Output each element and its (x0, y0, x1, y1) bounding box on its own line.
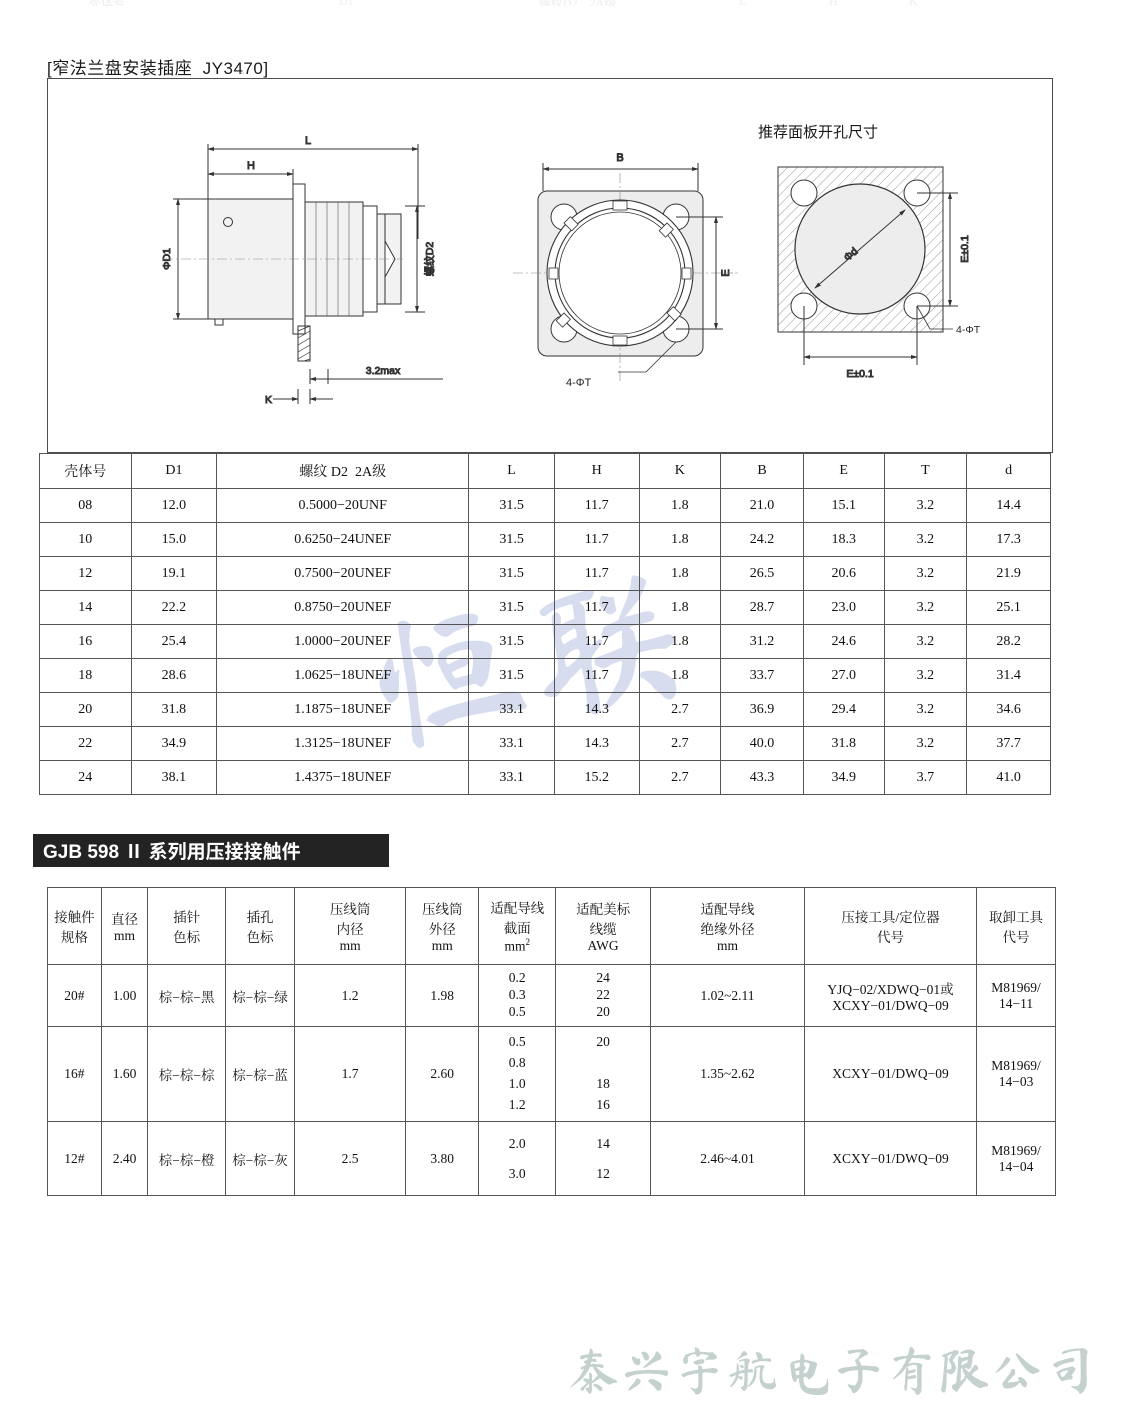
svg-text:3.2max: 3.2max (366, 365, 401, 377)
svg-text:E±0.1: E±0.1 (846, 368, 874, 380)
svg-text:H: H (247, 160, 255, 172)
svg-text:K: K (265, 394, 272, 404)
svg-text:B: B (616, 152, 623, 164)
svg-text:4-ΦT: 4-ΦT (566, 377, 592, 389)
svg-text:4-ΦT: 4-ΦT (956, 324, 981, 336)
svg-text:E±0.1: E±0.1 (959, 235, 971, 263)
svg-text:螺纹D2: 螺纹D2 (423, 242, 436, 277)
svg-text:L: L (305, 135, 311, 147)
